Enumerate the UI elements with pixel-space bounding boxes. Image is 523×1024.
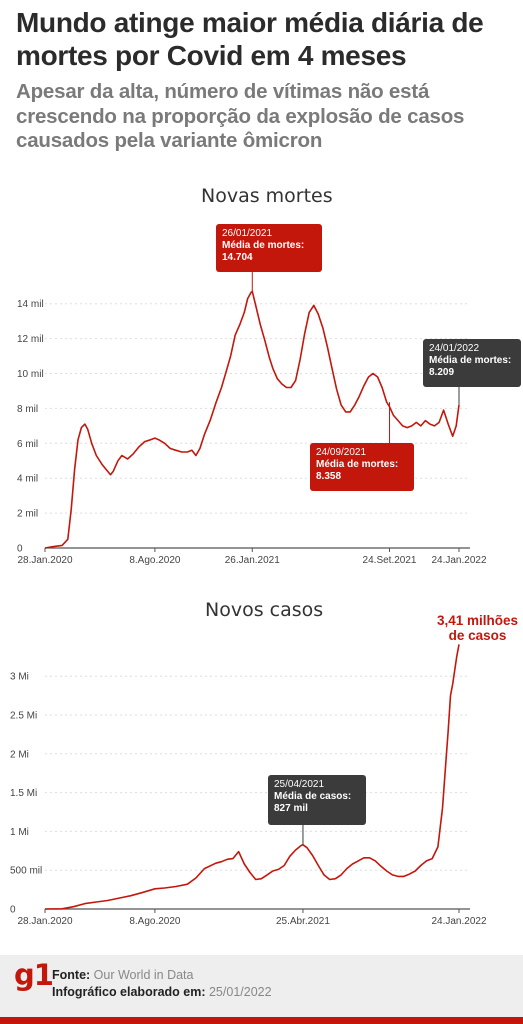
annotation-peak-deaths: 26/01/2021 Média de mortes: 14.704 (216, 224, 322, 272)
annotation-value: 8.358 (316, 471, 342, 482)
page-title: Mundo atinge maior média diária de morte… (16, 7, 484, 71)
annotation-label: Média de mortes: (316, 459, 399, 470)
footer (0, 955, 523, 1024)
y-tick-label: 2 Mi (10, 749, 29, 760)
y-tick-label: 1 Mi (10, 827, 29, 838)
annotation-sep-deaths: 24/09/2021 Média de mortes: 8.358 (310, 443, 414, 491)
footer-made: Infográfico elaborado em: 25/01/2022 (52, 985, 272, 999)
y-tick-label: 2 mil (17, 509, 38, 520)
annotation-peak-cases: 3,41 milhões de casos (437, 613, 518, 643)
x-tick-label: 26.Jan.2021 (225, 555, 280, 566)
x-tick-label: 28.Jan.2020 (17, 916, 72, 927)
annotation-value: 8.209 (429, 367, 455, 378)
chart-title-cases: Novos casos (205, 599, 324, 621)
x-tick-label: 24.Jan.2022 (431, 555, 486, 566)
y-tick-label: 14 mil (17, 299, 44, 310)
y-tick-label: 6 mil (17, 439, 38, 450)
annotation-date: 24/01/2022 (429, 343, 480, 354)
footer-made-value: 25/01/2022 (208, 985, 272, 999)
deaths-chart: 0 2 mil 4 mil 6 mil 8 mil 10 mil 12 mil 14 mil 2… (17, 264, 487, 566)
page-subtitle: Apesar da alta, número de vítimas não es… (16, 80, 465, 152)
annotation-value: 827 mil (274, 803, 308, 814)
x-tick-label: 8.Ago.2020 (129, 555, 181, 566)
g1-logo: g1 (14, 958, 54, 992)
footer-made-label: Infográfico elaborado em: (52, 985, 206, 999)
cases-chart: 0 500 mil 1 Mi 1.5 Mi 2 Mi 2.5 Mi 3 Mi 28.Jan.2… (10, 644, 487, 927)
y-tick-label: 12 mil (17, 334, 44, 345)
annotation-date: 26/01/2021 (222, 228, 273, 239)
footer-accent-bar (0, 1017, 523, 1024)
y-tick-label: 2.5 Mi (10, 711, 37, 722)
x-tick-label: 8.Ago.2020 (129, 916, 181, 927)
annotation-label: Média de mortes: (429, 355, 512, 366)
x-tick-label: 24.Set.2021 (363, 555, 417, 566)
y-tick-label: 1.5 Mi (10, 788, 37, 799)
y-tick-label: 8 mil (17, 404, 38, 415)
annotation-label: Média de casos: (274, 791, 352, 802)
annotation-date: 25/04/2021 (274, 779, 325, 790)
annotation-line1: 3,41 milhões (437, 613, 519, 628)
x-tick-label: 24.Jan.2022 (431, 916, 486, 927)
y-tick-label: 4 mil (17, 474, 38, 485)
y-tick-label: 3 Mi (10, 672, 29, 683)
footer-source-label: Fonte: (52, 968, 91, 982)
chart-title-deaths: Novas mortes (201, 185, 333, 207)
annotation-label: Média de mortes: (222, 240, 305, 251)
y-tick-label: 10 mil (17, 369, 44, 380)
annotation-value: 14.704 (222, 252, 253, 263)
footer-source-value: Our World in Data (93, 968, 194, 982)
annotation-apr-cases: 25/04/2021 Média de casos: 827 mil (268, 775, 366, 825)
x-tick-label: 25.Abr.2021 (276, 916, 330, 927)
y-tick-label: 0 (17, 544, 23, 555)
series-line (44, 290, 460, 549)
x-tick-label: 28.Jan.2020 (17, 555, 72, 566)
annotation-latest-deaths: 24/01/2022 Média de mortes: 8.209 (423, 339, 521, 387)
annotation-line2: de casos (448, 628, 507, 643)
y-tick-label: 0 (10, 905, 16, 916)
footer-source: Fonte: Our World in Data (52, 968, 193, 982)
y-tick-label: 500 mil (10, 866, 42, 877)
series-line (44, 644, 460, 910)
annotation-date: 24/09/2021 (316, 447, 367, 458)
